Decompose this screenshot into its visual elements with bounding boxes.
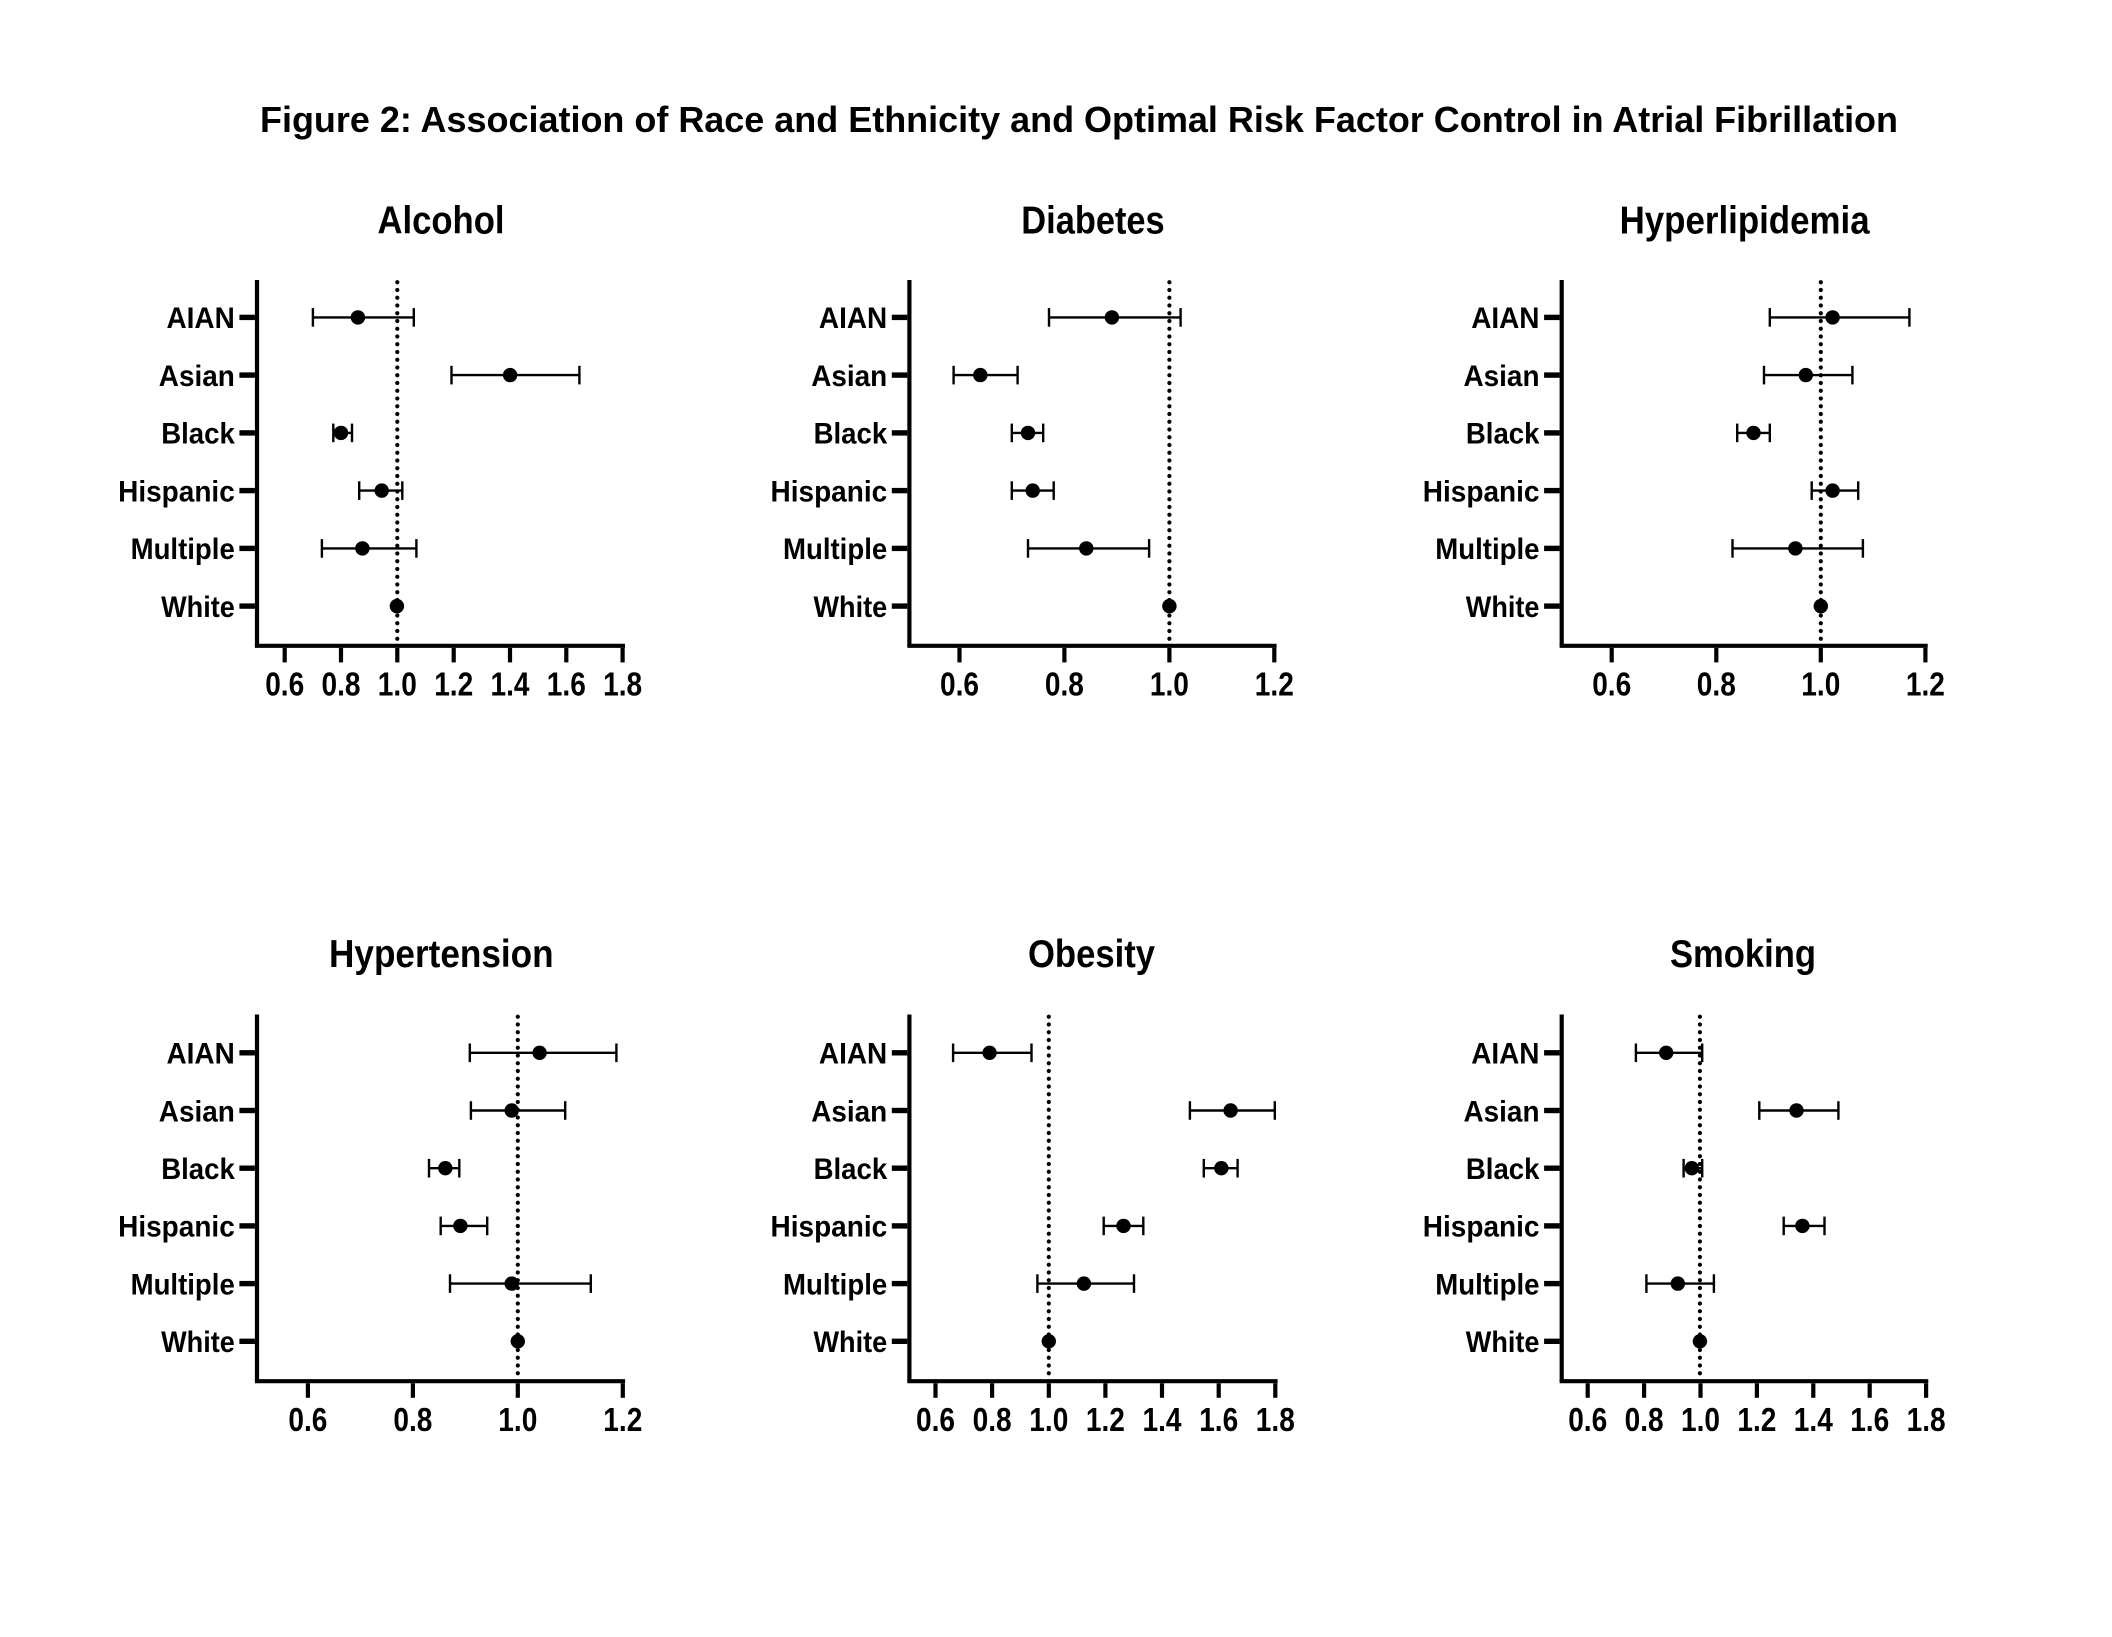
svg-text:Multiple: Multiple: [131, 1268, 235, 1301]
svg-text:0.6: 0.6: [916, 1401, 955, 1438]
svg-text:1.6: 1.6: [1850, 1401, 1889, 1438]
svg-text:1.8: 1.8: [1256, 1401, 1295, 1438]
svg-text:Smoking: Smoking: [1670, 933, 1816, 976]
svg-text:AIAN: AIAN: [1471, 302, 1539, 335]
svg-text:Black: Black: [814, 418, 888, 451]
svg-text:AIAN: AIAN: [167, 1038, 235, 1071]
svg-text:0.8: 0.8: [1697, 666, 1736, 703]
svg-text:White: White: [1466, 1326, 1540, 1359]
svg-text:0.8: 0.8: [1625, 1401, 1664, 1438]
svg-text:Multiple: Multiple: [783, 1268, 887, 1301]
svg-text:0.6: 0.6: [1592, 666, 1631, 703]
svg-text:1.0: 1.0: [1681, 1401, 1720, 1438]
svg-text:1.0: 1.0: [378, 666, 417, 703]
svg-text:0.8: 0.8: [1045, 666, 1084, 703]
svg-text:Asian: Asian: [1464, 360, 1540, 393]
svg-text:Asian: Asian: [159, 1095, 235, 1128]
svg-text:0.6: 0.6: [265, 666, 304, 703]
svg-text:1.6: 1.6: [1199, 1401, 1238, 1438]
svg-text:Asian: Asian: [811, 360, 887, 393]
svg-text:Obesity: Obesity: [1028, 933, 1155, 976]
svg-text:White: White: [1466, 591, 1540, 624]
svg-text:0.6: 0.6: [1568, 1401, 1607, 1438]
svg-text:Hyperlipidemia: Hyperlipidemia: [1620, 200, 1870, 243]
svg-text:1.0: 1.0: [1029, 1401, 1068, 1438]
svg-text:Figure 2: Association of Race: Figure 2: Association of Race and Ethnic…: [260, 99, 1898, 140]
svg-text:Asian: Asian: [811, 1095, 887, 1128]
svg-text:Hispanic: Hispanic: [771, 1211, 888, 1244]
svg-text:Black: Black: [161, 418, 235, 451]
svg-text:Hispanic: Hispanic: [118, 475, 235, 508]
svg-text:0.8: 0.8: [973, 1401, 1012, 1438]
svg-text:Multiple: Multiple: [131, 533, 235, 566]
svg-text:1.2: 1.2: [1906, 666, 1945, 703]
svg-text:AIAN: AIAN: [167, 302, 235, 335]
svg-text:White: White: [161, 591, 235, 624]
svg-text:AIAN: AIAN: [819, 302, 887, 335]
svg-text:Multiple: Multiple: [1435, 1268, 1539, 1301]
svg-text:1.4: 1.4: [1794, 1401, 1834, 1438]
svg-text:White: White: [814, 1326, 888, 1359]
svg-text:Alcohol: Alcohol: [378, 200, 505, 243]
svg-text:AIAN: AIAN: [819, 1038, 887, 1071]
svg-text:Black: Black: [1466, 418, 1540, 451]
svg-text:Black: Black: [1466, 1153, 1540, 1186]
svg-text:Multiple: Multiple: [783, 533, 887, 566]
svg-text:Diabetes: Diabetes: [1021, 200, 1164, 243]
svg-text:Hispanic: Hispanic: [1423, 475, 1540, 508]
svg-text:Asian: Asian: [1464, 1095, 1540, 1128]
svg-text:0.8: 0.8: [393, 1401, 432, 1438]
svg-text:1.2: 1.2: [434, 666, 473, 703]
svg-text:1.2: 1.2: [1255, 666, 1294, 703]
svg-text:AIAN: AIAN: [1471, 1038, 1539, 1071]
svg-text:Hispanic: Hispanic: [771, 475, 888, 508]
svg-text:1.8: 1.8: [603, 666, 642, 703]
svg-text:White: White: [814, 591, 888, 624]
svg-text:White: White: [161, 1326, 235, 1359]
svg-text:0.6: 0.6: [288, 1401, 327, 1438]
svg-text:Asian: Asian: [159, 360, 235, 393]
svg-text:1.8: 1.8: [1907, 1401, 1946, 1438]
svg-text:1.4: 1.4: [1143, 1401, 1183, 1438]
svg-text:Hispanic: Hispanic: [1423, 1211, 1540, 1244]
svg-text:1.0: 1.0: [498, 1401, 537, 1438]
svg-text:1.2: 1.2: [603, 1401, 642, 1438]
svg-text:1.2: 1.2: [1737, 1401, 1776, 1438]
svg-text:Black: Black: [814, 1153, 888, 1186]
svg-text:0.6: 0.6: [940, 666, 979, 703]
svg-text:Multiple: Multiple: [1435, 533, 1539, 566]
svg-text:1.6: 1.6: [547, 666, 586, 703]
svg-text:Black: Black: [161, 1153, 235, 1186]
svg-text:Hispanic: Hispanic: [118, 1211, 235, 1244]
svg-text:1.0: 1.0: [1150, 666, 1189, 703]
svg-text:Hypertension: Hypertension: [329, 933, 554, 976]
svg-text:0.8: 0.8: [322, 666, 361, 703]
svg-text:1.0: 1.0: [1801, 666, 1840, 703]
svg-text:1.2: 1.2: [1086, 1401, 1125, 1438]
svg-text:1.4: 1.4: [491, 666, 531, 703]
